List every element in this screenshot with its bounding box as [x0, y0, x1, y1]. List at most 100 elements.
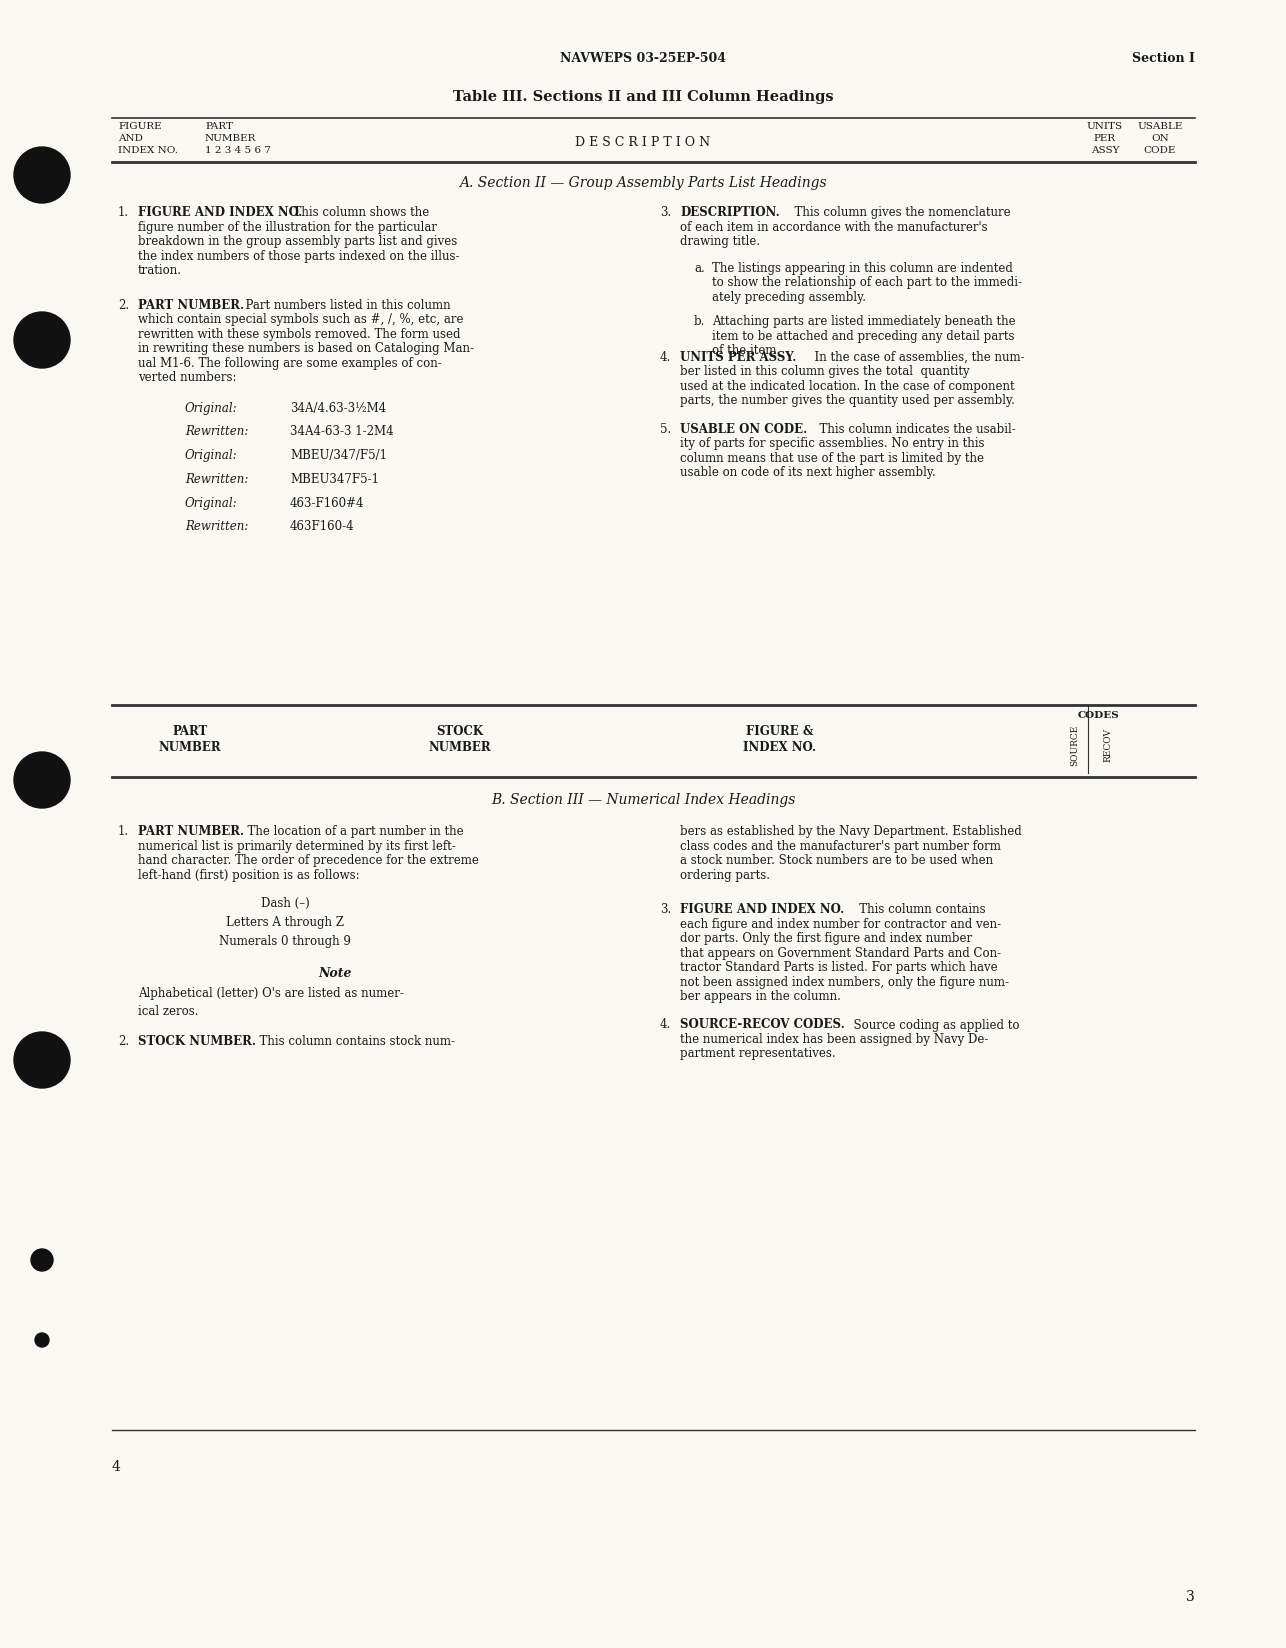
Text: USABLE: USABLE [1137, 122, 1183, 130]
Text: D E S C R I P T I O N: D E S C R I P T I O N [575, 137, 711, 148]
Text: column means that use of the part is limited by the: column means that use of the part is lim… [680, 452, 984, 465]
Text: NAVWEPS 03-25EP-504: NAVWEPS 03-25EP-504 [559, 53, 727, 64]
Text: This column shows the: This column shows the [285, 206, 430, 219]
Text: AND: AND [118, 133, 143, 143]
Text: PART NUMBER.: PART NUMBER. [138, 298, 244, 311]
Text: NUMBER: NUMBER [428, 742, 491, 755]
Circle shape [35, 1333, 49, 1346]
Text: which contain special symbols such as #, /, %, etc, are: which contain special symbols such as #,… [138, 313, 463, 326]
Text: This column contains stock num-: This column contains stock num- [252, 1035, 455, 1048]
Text: verted numbers:: verted numbers: [138, 371, 237, 384]
Text: FIGURE AND INDEX NO.: FIGURE AND INDEX NO. [680, 903, 844, 916]
Text: 3.: 3. [660, 206, 671, 219]
Text: each figure and index number for contractor and ven-: each figure and index number for contrac… [680, 918, 1001, 931]
Text: numerical list is primarily determined by its first left-: numerical list is primarily determined b… [138, 839, 455, 852]
Text: 34A/4.63-3½M4: 34A/4.63-3½M4 [291, 402, 386, 415]
Text: Rewritten:: Rewritten: [185, 473, 248, 486]
Text: left-hand (first) position is as follows:: left-hand (first) position is as follows… [138, 868, 360, 882]
Text: Numerals 0 through 9: Numerals 0 through 9 [219, 934, 351, 948]
Text: tration.: tration. [138, 264, 183, 277]
Text: usable on code of its next higher assembly.: usable on code of its next higher assemb… [680, 466, 936, 480]
Text: ON: ON [1151, 133, 1169, 143]
Text: used at the indicated location. In the case of component: used at the indicated location. In the c… [680, 379, 1015, 392]
Text: 34A4-63-3 1-2M4: 34A4-63-3 1-2M4 [291, 425, 394, 438]
Text: PER: PER [1094, 133, 1116, 143]
Text: This column contains: This column contains [847, 903, 985, 916]
Text: that appears on Government Standard Parts and Con-: that appears on Government Standard Part… [680, 946, 1001, 959]
Text: FIGURE AND INDEX NO.: FIGURE AND INDEX NO. [138, 206, 302, 219]
Text: 4: 4 [112, 1460, 121, 1473]
Text: The listings appearing in this column are indented: The listings appearing in this column ar… [712, 262, 1013, 275]
Text: STOCK: STOCK [436, 725, 484, 738]
Text: item to be attached and preceding any detail parts: item to be attached and preceding any de… [712, 330, 1015, 343]
Text: Table III. Sections II and III Column Headings: Table III. Sections II and III Column He… [453, 91, 833, 104]
Text: Original:: Original: [185, 496, 238, 509]
Text: 4.: 4. [660, 351, 671, 364]
Text: 463F160-4: 463F160-4 [291, 521, 355, 534]
Text: A. Section II — Group Assembly Parts List Headings: A. Section II — Group Assembly Parts Lis… [459, 176, 827, 190]
Text: 3: 3 [1186, 1590, 1195, 1604]
Text: 2.: 2. [118, 1035, 129, 1048]
Text: PART: PART [172, 725, 207, 738]
Text: USABLE ON CODE.: USABLE ON CODE. [680, 422, 808, 435]
Text: Note: Note [318, 967, 352, 981]
Text: class codes and the manufacturer's part number form: class codes and the manufacturer's part … [680, 839, 1001, 852]
Text: hand character. The order of precedence for the extreme: hand character. The order of precedence … [138, 854, 478, 867]
Text: Dash (–): Dash (–) [261, 897, 310, 910]
Text: a stock number. Stock numbers are to be used when: a stock number. Stock numbers are to be … [680, 854, 993, 867]
Text: This column gives the nomenclature: This column gives the nomenclature [787, 206, 1011, 219]
Text: RECOV: RECOV [1103, 728, 1112, 761]
Text: NUMBER: NUMBER [158, 742, 221, 755]
Text: INDEX NO.: INDEX NO. [743, 742, 817, 755]
Text: of the item.: of the item. [712, 344, 781, 358]
Text: ber appears in the column.: ber appears in the column. [680, 990, 841, 1004]
Text: STOCK NUMBER.: STOCK NUMBER. [138, 1035, 256, 1048]
Text: Letters A through Z: Letters A through Z [226, 916, 343, 929]
Text: MBEU/347/F5/1: MBEU/347/F5/1 [291, 448, 387, 461]
Text: SOURCE: SOURCE [1070, 725, 1079, 766]
Text: the index numbers of those parts indexed on the illus-: the index numbers of those parts indexed… [138, 249, 459, 262]
Text: B. Section III — Numerical Index Headings: B. Section III — Numerical Index Heading… [491, 793, 795, 808]
Text: 463-F160#4: 463-F160#4 [291, 496, 364, 509]
Text: Alphabetical (letter) O's are listed as numer-: Alphabetical (letter) O's are listed as … [138, 987, 404, 1000]
Text: PART: PART [204, 122, 233, 130]
Text: 1.: 1. [118, 826, 129, 837]
Text: NUMBER: NUMBER [204, 133, 256, 143]
Text: figure number of the illustration for the particular: figure number of the illustration for th… [138, 221, 437, 234]
Text: bers as established by the Navy Department. Established: bers as established by the Navy Departme… [680, 826, 1022, 837]
Text: Original:: Original: [185, 448, 238, 461]
Text: The location of a part number in the: The location of a part number in the [240, 826, 464, 837]
Text: ately preceding assembly.: ately preceding assembly. [712, 290, 865, 303]
Text: Source coding as applied to: Source coding as applied to [846, 1018, 1020, 1032]
Text: Original:: Original: [185, 402, 238, 415]
Text: FIGURE: FIGURE [118, 122, 162, 130]
Text: MBEU347F5-1: MBEU347F5-1 [291, 473, 379, 486]
Text: of each item in accordance with the manufacturer's: of each item in accordance with the manu… [680, 221, 988, 234]
Text: b.: b. [694, 315, 706, 328]
Text: ASSY: ASSY [1091, 147, 1119, 155]
Text: In the case of assemblies, the num-: In the case of assemblies, the num- [808, 351, 1025, 364]
Text: Section I: Section I [1132, 53, 1195, 64]
Text: rewritten with these symbols removed. The form used: rewritten with these symbols removed. Th… [138, 328, 460, 341]
Text: CODES: CODES [1078, 710, 1119, 720]
Text: in rewriting these numbers is based on Cataloging Man-: in rewriting these numbers is based on C… [138, 343, 475, 354]
Circle shape [14, 751, 69, 808]
Circle shape [31, 1249, 53, 1271]
Text: a.: a. [694, 262, 705, 275]
Text: drawing title.: drawing title. [680, 236, 760, 247]
Text: ical zeros.: ical zeros. [138, 1005, 198, 1018]
Text: SOURCE-RECOV CODES.: SOURCE-RECOV CODES. [680, 1018, 845, 1032]
Text: FIGURE &: FIGURE & [746, 725, 814, 738]
Text: Rewritten:: Rewritten: [185, 425, 248, 438]
Text: tractor Standard Parts is listed. For parts which have: tractor Standard Parts is listed. For pa… [680, 961, 998, 974]
Text: breakdown in the group assembly parts list and gives: breakdown in the group assembly parts li… [138, 236, 458, 247]
Text: UNITS PER ASSY.: UNITS PER ASSY. [680, 351, 796, 364]
Text: 4.: 4. [660, 1018, 671, 1032]
Text: This column indicates the usabil-: This column indicates the usabil- [811, 422, 1016, 435]
Text: parts, the number gives the quantity used per assembly.: parts, the number gives the quantity use… [680, 394, 1015, 407]
Text: not been assigned index numbers, only the figure num-: not been assigned index numbers, only th… [680, 976, 1010, 989]
Text: to show the relationship of each part to the immedi-: to show the relationship of each part to… [712, 275, 1022, 288]
Text: DESCRIPTION.: DESCRIPTION. [680, 206, 779, 219]
Text: dor parts. Only the first figure and index number: dor parts. Only the first figure and ind… [680, 933, 972, 944]
Text: Rewritten:: Rewritten: [185, 521, 248, 534]
